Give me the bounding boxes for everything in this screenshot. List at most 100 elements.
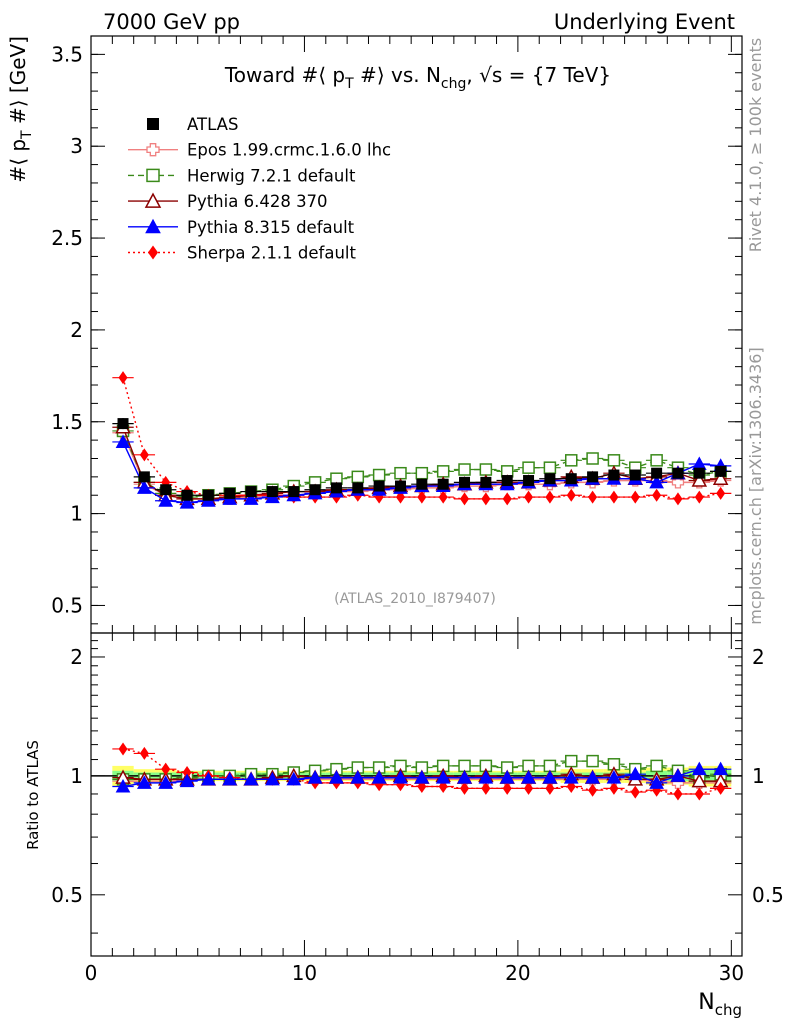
main-point-pythia6 [691, 472, 708, 487]
main-point-sherpa [524, 490, 534, 504]
main-point-herwig [351, 470, 365, 484]
ratio-point-pythia8 [201, 771, 216, 786]
main-point-atlas [672, 467, 684, 479]
ratio-point-pythia8 [307, 770, 323, 784]
legend-item-herwig: Herwig 7.2.1 default [128, 166, 356, 185]
main-point-atlas [651, 467, 663, 479]
ratio-y-tick-label: 1 [70, 764, 83, 788]
main-point-sherpa [609, 490, 619, 504]
ratio-point-pythia6 [691, 773, 708, 788]
ratio-point-pythia8 [713, 761, 728, 776]
legend-marker [147, 118, 159, 130]
main-point-herwig [607, 454, 621, 467]
ratio-point-pythia8 [414, 770, 430, 784]
title-lead: Toward #⟨ p [224, 63, 345, 87]
ratio-point-sherpa [673, 787, 683, 801]
main-point-herwig [458, 463, 471, 476]
main-y-axis-label: #⟨ pT #⟩ [GeV] [6, 36, 35, 183]
main-point-atlas [224, 487, 236, 499]
main-point-atlas [715, 465, 727, 477]
ratio-point-pythia8 [606, 770, 622, 784]
title-tail: , √s = {7 TeV} [466, 63, 611, 87]
main-point-herwig [479, 463, 493, 476]
ratio-axis-ticks: 0.5 0.51 12 20 10 20 30 [51, 633, 784, 985]
legend-label: Sherpa 2.1.1 default [187, 244, 357, 263]
ratio-point-pythia8 [179, 773, 195, 788]
main-point-sherpa [460, 492, 470, 506]
ratio-point-pythia8 [371, 770, 387, 784]
ratio-point-sherpa [182, 765, 192, 779]
main-point-atlas [523, 475, 535, 487]
ratio-point-sherpa [460, 781, 470, 795]
ratio-point-pythia8 [585, 770, 600, 784]
main-y-tick-label: 0.5 [51, 593, 83, 617]
main-point-atlas [416, 478, 428, 490]
legend-label: Epos 1.99.crmc.1.6.0 lhc [187, 141, 391, 160]
legend-label: Herwig 7.2.1 default [187, 166, 356, 185]
ratio-point-sherpa [694, 787, 704, 801]
main-y-tick-label: 3.5 [51, 42, 83, 66]
main-point-sherpa [566, 488, 576, 502]
main-point-herwig [372, 468, 386, 482]
ratio-point-sherpa [524, 781, 534, 795]
main-point-atlas [266, 486, 278, 498]
main-point-sherpa [438, 490, 448, 504]
main-point-herwig [394, 466, 407, 480]
title-sub2: chg [441, 76, 466, 92]
analysis-watermark: (ATLAS_2010_I879407) [334, 591, 496, 607]
main-point-sherpa [716, 486, 726, 500]
main-point-atlas [693, 467, 705, 479]
ratio-frame [90, 632, 743, 957]
ratio-point-herwig [564, 754, 578, 768]
main-point-atlas [459, 476, 471, 488]
main-point-epos [671, 476, 685, 489]
header-right: Underlying Event [554, 10, 735, 34]
main-point-pythia8 [243, 491, 259, 505]
ratio-point-pythia8 [563, 770, 579, 784]
main-point-pythia6 [712, 470, 729, 485]
ratio-point-pythia8 [521, 770, 536, 784]
main-point-atlas [202, 489, 214, 501]
x-tick-label: 20 [505, 961, 530, 985]
ratio-point-sherpa [630, 785, 640, 799]
main-point-atlas [480, 476, 492, 488]
ratio-plot-area: 0.5 0.51 12 20 10 20 30 Ratio to ATLAS Nchg [24, 632, 784, 1019]
ratio-y-tick-label: 2 [70, 645, 83, 669]
main-point-atlas [608, 469, 620, 481]
main-point-atlas [288, 486, 300, 498]
title-mid: #⟩ vs. N [354, 63, 441, 87]
main-point-herwig [650, 454, 663, 467]
ratio-point-herwig [586, 754, 599, 768]
main-point-atlas [117, 418, 129, 430]
ratio-point-sherpa [609, 781, 619, 795]
ratio-point-pythia8 [627, 766, 643, 781]
ylabel-tail: #⟩ [GeV] [6, 36, 30, 130]
main-series-group [112, 371, 732, 509]
ylabel-lead: #⟨ p [6, 139, 30, 183]
main-point-atlas [245, 486, 257, 498]
ratio-y-tick-label-right: 1 [752, 764, 765, 788]
main-y-tick-label: 1.5 [51, 410, 83, 434]
main-point-herwig [522, 461, 535, 474]
main-y-tick-label: 2 [70, 318, 83, 342]
ratio-point-pythia8 [286, 771, 302, 786]
legend-marker [146, 168, 160, 183]
main-point-sherpa [630, 490, 640, 504]
ratio-point-sherpa [481, 781, 491, 795]
rivet-label: Rivet 4.1.0, ≥ 100k events [746, 38, 765, 252]
ratio-point-pythia8 [137, 775, 152, 789]
main-point-atlas [394, 480, 406, 492]
main-point-herwig [586, 452, 599, 465]
main-point-atlas [373, 480, 385, 492]
ratio-point-pythia8 [435, 770, 451, 784]
legend-item-epos: Epos 1.99.crmc.1.6.0 lhc [128, 141, 391, 160]
main-point-sherpa [417, 490, 427, 504]
ratio-point-sherpa [139, 746, 149, 760]
main-point-atlas [138, 471, 150, 483]
main-point-pythia8 [649, 474, 664, 489]
ratio-y-tick-label-right: 0.5 [752, 883, 784, 907]
main-point-atlas [160, 484, 172, 496]
main-point-sherpa [502, 492, 512, 506]
main-title: Toward #⟨ pT #⟩ vs. Nchg, √s = {7 TeV} [224, 63, 611, 92]
